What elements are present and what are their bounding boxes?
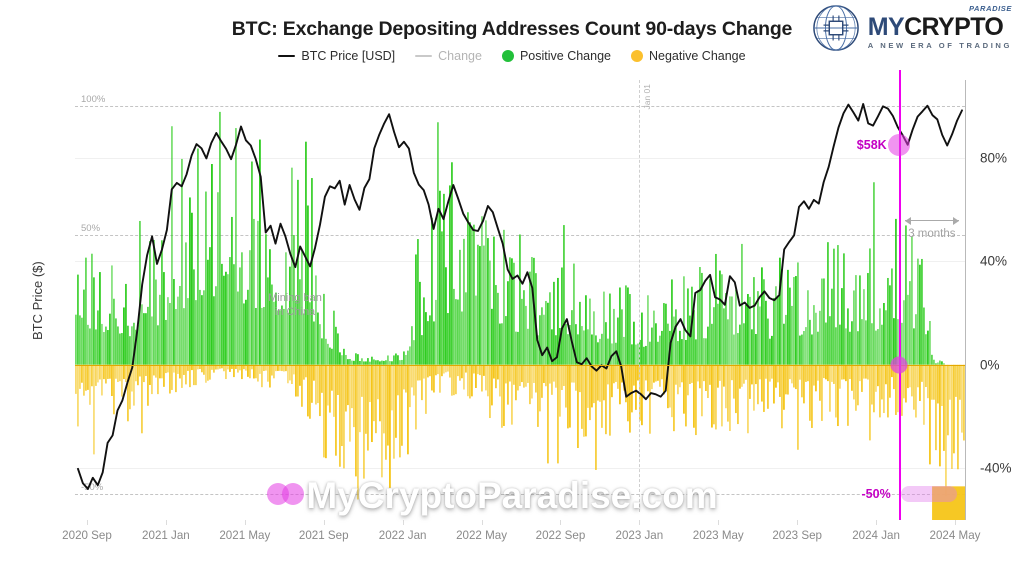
current-date-vertical-line: [898, 70, 902, 520]
x-axis-tick-label: 2023 Jan: [615, 529, 664, 542]
x-axis-tick-label: 2022 May: [456, 529, 507, 542]
globe-circuit-icon: [812, 5, 859, 51]
x-axis-tick-label: 2023 Sep: [772, 529, 822, 542]
x-axis-tick-label: 2022 Jan: [378, 529, 427, 542]
logo-tagline: A NEW ERA OF TRADING: [867, 40, 1012, 50]
x-axis-tick-label: 2021 Jan: [142, 529, 190, 542]
x-axis-tick-mark: [955, 520, 956, 525]
price-marker-dot: [887, 133, 910, 156]
logo-my-text: MY: [867, 12, 905, 41]
x-axis-tick-label: 2020 Sep: [62, 529, 112, 542]
legend-label: Change: [438, 49, 482, 63]
y-axis-right-tick-label: 40%: [980, 253, 1008, 269]
change-lowpoint-marker: [282, 483, 305, 506]
gridline-label: 50%: [81, 223, 101, 235]
line-swatch-icon: [415, 54, 433, 58]
arrow-head-right-icon: [953, 217, 959, 225]
line-swatch-icon: [278, 54, 296, 58]
logo-main-text: MYCRYPTO: [868, 7, 1012, 40]
jan01-label: Jan 01: [642, 84, 653, 110]
dashed-gridline: [75, 494, 965, 496]
x-axis-tick-label: 2024 May: [929, 529, 981, 542]
x-axis-tick-label: 2022 Sep: [535, 529, 586, 542]
price-line-layer: [77, 103, 963, 490]
gridline: [75, 468, 965, 470]
y-axis-title: BTC Price ($): [30, 261, 45, 340]
jan01-vertical-gridline: [639, 80, 641, 512]
x-axis-tick-mark: [639, 520, 641, 525]
mining-ban-annotation: Mining ban in China: [268, 292, 322, 318]
gridline-label: -50%: [81, 482, 104, 494]
legend-item-btc-price[interactable]: BTC Price [USD]: [278, 49, 395, 63]
x-axis-tick-mark: [876, 520, 878, 525]
change-marker-label: -50%: [861, 487, 891, 502]
minus-fifty-highlight-pill: [900, 486, 957, 503]
chart-legend: BTC Price [USD] Change Positive Change N…: [0, 49, 1024, 63]
dot-swatch-icon: [630, 50, 643, 62]
logo-crypto-text: CRYPTO: [904, 12, 1004, 41]
gridline-label: 100%: [81, 93, 106, 105]
three-months-label: 3 months: [908, 228, 956, 240]
dot-swatch-icon: [501, 50, 514, 62]
x-axis-tick-mark: [323, 520, 325, 525]
legend-label: BTC Price [USD]: [301, 49, 396, 63]
x-axis-tick-mark: [718, 520, 720, 525]
x-axis-tick-mark: [481, 520, 483, 525]
x-axis-tick-label: 2021 Sep: [298, 529, 349, 542]
x-axis-tick-label: 2023 May: [692, 529, 744, 542]
x-axis-tick-mark: [165, 520, 167, 525]
legend-label: Positive Change: [519, 49, 611, 63]
brand-logo[interactable]: PARADISE MYCRYPTO A NEW ERA OF TRADING: [812, 4, 1012, 52]
plot-area: 100% 50% -50% Jan 01 Mining ban in China $58…: [75, 70, 965, 520]
logo-paradise-text: PARADISE: [969, 3, 1012, 13]
zero-crossing-marker-dot: [890, 356, 908, 374]
y-axis-right-tick-label: 80%: [980, 150, 1008, 166]
logo-wordmark: PARADISE MYCRYPTO A NEW ERA OF TRADING: [867, 3, 1012, 50]
page-title: BTC: Exchange Depositing Addresses Count…: [231, 18, 793, 40]
zero-percent-line: [75, 364, 965, 367]
arrow-head-left-icon: [904, 217, 911, 225]
legend-item-change[interactable]: Change: [415, 49, 482, 63]
price-marker-label: $58K: [856, 137, 887, 152]
x-axis-tick-mark: [244, 520, 246, 525]
legend-label: Negative Change: [648, 49, 746, 63]
x-axis-tick-mark: [402, 520, 404, 525]
x-axis-tick-label: 2024 Jan: [852, 529, 900, 542]
y-axis-right-tick-label: 0%: [980, 357, 1000, 373]
gridline: [75, 157, 965, 159]
x-axis-tick-mark: [87, 520, 88, 525]
x-axis-tick-mark: [797, 520, 799, 525]
three-months-arrow-line: [904, 220, 959, 222]
legend-item-positive-change[interactable]: Positive Change: [501, 49, 611, 63]
y-axis-right-tick-label: -40%: [980, 460, 1012, 476]
x-axis-tick-label: 2021 May: [219, 529, 271, 542]
legend-item-negative-change[interactable]: Negative Change: [630, 49, 746, 63]
dashed-gridline: [75, 105, 965, 107]
x-axis-tick-mark: [560, 520, 562, 525]
